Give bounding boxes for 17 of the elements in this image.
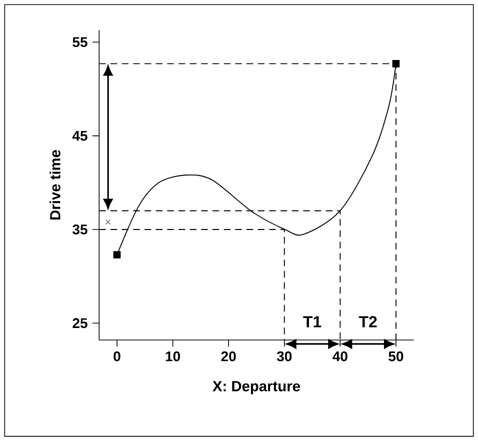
y-tick-label: 45	[72, 130, 88, 141]
x-tick-label: 50	[388, 351, 404, 362]
annotation: T1	[303, 316, 322, 328]
x-tick-label: 10	[166, 351, 180, 362]
point	[113, 251, 121, 258]
y-tick-label: 35	[72, 224, 88, 234]
x-tick-label: 20	[221, 351, 236, 362]
x-axis-title: X: Departure	[212, 381, 300, 394]
y-tick-label: 55	[72, 37, 88, 48]
x-tick-label: 40	[332, 351, 348, 362]
x-tick-label: 0	[114, 351, 120, 362]
x-tick-label: 30	[276, 351, 292, 362]
point	[105, 219, 111, 225]
annotation: T2	[358, 316, 377, 328]
point	[392, 60, 400, 68]
y-tick-label: 25	[72, 318, 88, 328]
y-axis-title: Drive time	[50, 150, 60, 220]
